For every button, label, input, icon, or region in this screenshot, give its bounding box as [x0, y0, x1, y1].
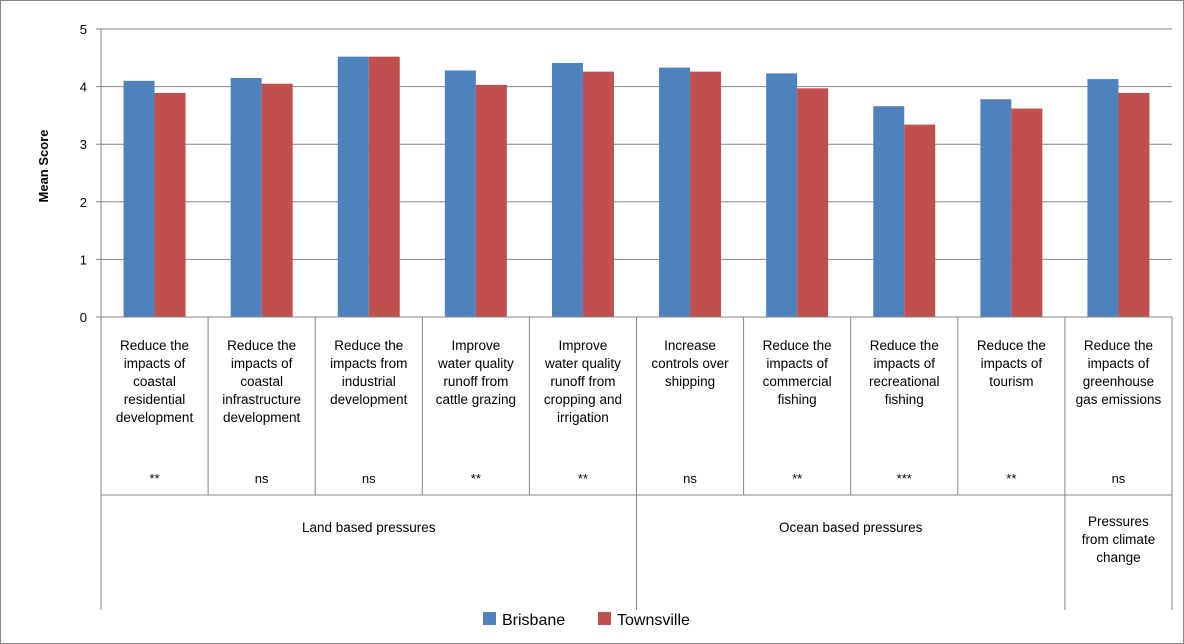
bar-brisbane: [766, 73, 798, 318]
category-label: Reduce the impacts of greenhouse gas emissi…: [1076, 338, 1162, 407]
bar-townsville: [904, 124, 936, 317]
bars: [123, 56, 1150, 318]
significance-label: **: [578, 471, 588, 486]
y-tick-label: 5: [80, 22, 87, 37]
category-label: Reduce the impacts of commercial fishing: [763, 338, 832, 407]
bar-brisbane: [873, 106, 905, 318]
category-label: Reduce the impacts of coastal infrastructur…: [222, 338, 301, 425]
legend-swatch-brisbane: [483, 612, 496, 625]
bar-townsville: [1118, 92, 1150, 317]
bar-brisbane: [1087, 79, 1119, 317]
bar-brisbane: [659, 67, 691, 317]
bar-brisbane: [337, 56, 369, 317]
significance-label: ns: [683, 471, 697, 486]
y-tick-labels: 0 1 2 3 4 5: [80, 22, 87, 325]
axes: [96, 28, 1173, 610]
legend: Brisbane Townsville: [483, 612, 690, 629]
significance-label: **: [792, 471, 802, 486]
category-label: Improve water quality runoff from cattle gr…: [436, 338, 516, 407]
bar-townsville: [1011, 108, 1043, 317]
bar-townsville: [261, 83, 293, 317]
bar-brisbane: [444, 70, 476, 317]
y-axis-label: Mean Score: [36, 130, 51, 203]
y-tick-label: 0: [80, 310, 87, 325]
bar-townsville: [582, 71, 614, 318]
group-label: Ocean based pressures: [779, 520, 923, 535]
y-tick-label: 1: [80, 252, 87, 267]
significance-label: **: [1006, 471, 1016, 486]
bar-townsville: [475, 84, 507, 317]
bar-townsville: [368, 56, 400, 317]
category-label: Reduce the impacts of tourism: [977, 338, 1046, 389]
y-tick-label: 2: [80, 195, 87, 210]
group-labels: Land based pressures Ocean based pressure…: [302, 514, 1155, 565]
category-labels: Reduce the impacts of coastal residential de…: [116, 338, 1162, 425]
bar-townsville: [690, 71, 722, 318]
legend-label: Townsville: [617, 612, 690, 629]
category-label: Reduce the impacts of coastal residential de…: [116, 338, 194, 425]
significance-label: **: [471, 471, 481, 486]
group-label: Pressures from climate change: [1082, 514, 1156, 565]
bar-brisbane: [980, 99, 1012, 317]
y-tick-label: 3: [80, 137, 87, 152]
significance-label: ns: [1112, 471, 1126, 486]
bar-townsville: [154, 92, 186, 317]
group-label: Land based pressures: [302, 520, 436, 535]
bar-brisbane: [230, 77, 262, 318]
bar-brisbane: [123, 80, 155, 317]
bar-townsville: [797, 88, 829, 317]
category-label: Reduce the impacts of recreational fishing: [869, 338, 940, 407]
significance-label: ns: [362, 471, 376, 486]
legend-swatch-townsville: [598, 612, 611, 625]
y-tick-label: 4: [80, 80, 87, 95]
significance-label: ***: [897, 471, 912, 486]
bar-brisbane: [551, 62, 583, 317]
category-label: Improve water quality runoff from cropping …: [544, 338, 622, 425]
significance-label: **: [149, 471, 159, 486]
category-label: Reduce the impacts from industrial developm…: [330, 338, 408, 407]
significance-label: ns: [255, 471, 269, 486]
category-label: Increase controls over shipping: [651, 338, 729, 389]
significance-labels: ** ns ns ** ** ns ** *** ** ns: [149, 471, 1125, 486]
legend-label: Brisbane: [502, 612, 565, 629]
